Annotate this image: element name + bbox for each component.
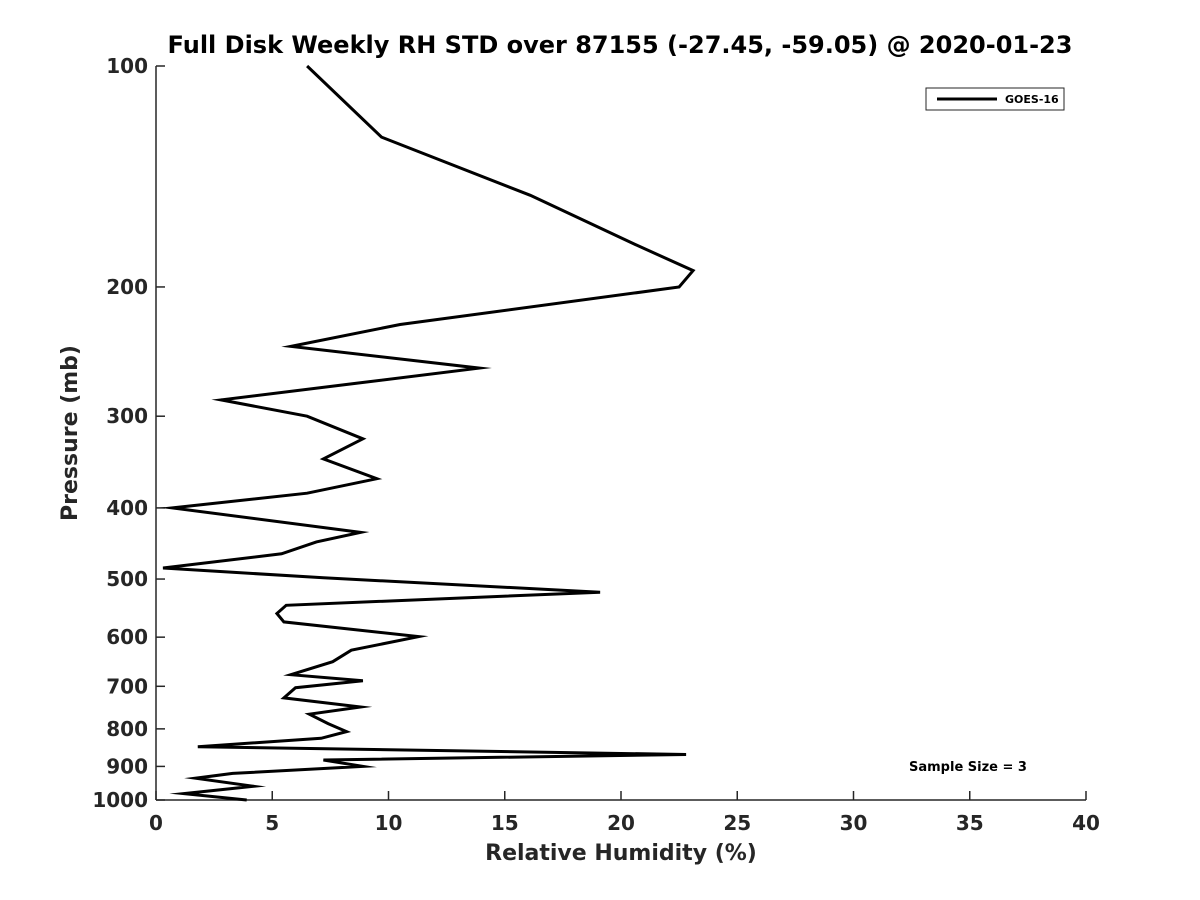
y-tick-label: 300 <box>106 404 148 428</box>
x-tick-label: 15 <box>491 811 519 835</box>
legend-label: GOES-16 <box>1005 93 1059 106</box>
series-line-goes-16 <box>159 64 696 802</box>
series-layer <box>159 64 696 802</box>
x-tick-label: 10 <box>375 811 403 835</box>
y-tick-label: 100 <box>106 54 148 78</box>
x-tick-label: 5 <box>265 811 279 835</box>
legend: GOES-16 <box>925 87 1065 111</box>
x-tick-label: 40 <box>1072 811 1100 835</box>
y-tick-label: 1000 <box>92 788 148 812</box>
y-tick-label: 600 <box>106 625 148 649</box>
x-tick-label: 30 <box>840 811 868 835</box>
chart-title: Full Disk Weekly RH STD over 87155 (-27.… <box>168 31 1073 59</box>
y-tick-label: 400 <box>106 496 148 520</box>
plot-axes <box>155 66 1086 801</box>
y-tick-label: 500 <box>106 567 148 591</box>
x-tick-label: 35 <box>956 811 984 835</box>
y-axis-label: Pressure (mb) <box>58 345 83 521</box>
x-axis-label: Relative Humidity (%) <box>485 841 757 866</box>
x-ticks: 0 5 10 15 20 25 30 35 40 <box>149 791 1100 835</box>
y-tick-label: 200 <box>106 275 148 299</box>
y-tick-label: 900 <box>106 754 148 778</box>
x-tick-label: 0 <box>149 811 163 835</box>
y-ticks: 100 200 300 400 500 600 700 800 900 1000 <box>92 54 165 812</box>
sample-size-annotation: Sample Size = 3 <box>909 760 1027 775</box>
y-tick-label: 800 <box>106 717 148 741</box>
x-tick-label: 25 <box>723 811 751 835</box>
y-tick-label: 700 <box>106 674 148 698</box>
x-tick-label: 20 <box>607 811 635 835</box>
